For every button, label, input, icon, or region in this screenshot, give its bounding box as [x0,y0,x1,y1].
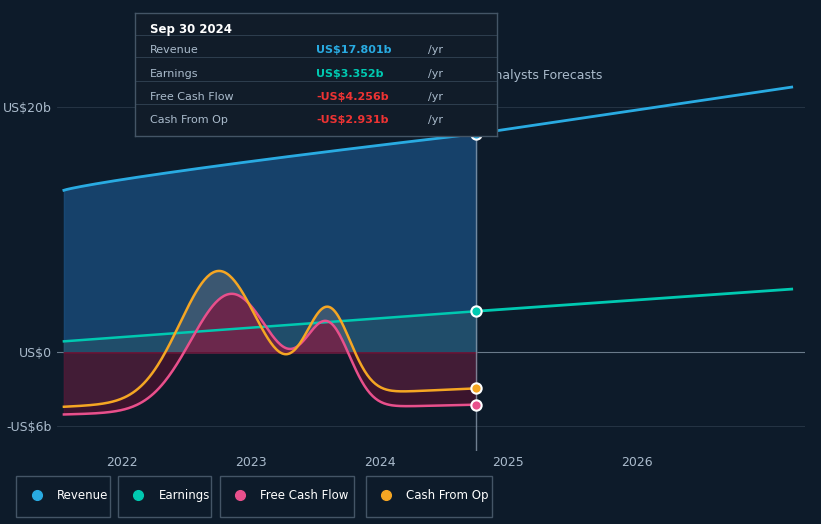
Text: /yr: /yr [428,45,443,55]
Text: Revenue: Revenue [57,489,108,501]
Point [470,400,483,409]
Text: Revenue: Revenue [150,45,199,55]
Text: /yr: /yr [428,115,443,125]
Text: Earnings: Earnings [158,489,210,501]
Point [470,129,483,138]
Text: US$17.801b: US$17.801b [316,45,392,55]
Text: Past: Past [435,69,466,82]
Text: /yr: /yr [428,92,443,102]
Text: /yr: /yr [428,69,443,79]
Text: US$3.352b: US$3.352b [316,69,383,79]
Text: -US$4.256b: -US$4.256b [316,92,388,102]
Point [470,384,483,392]
Text: Free Cash Flow: Free Cash Flow [260,489,349,501]
Text: Sep 30 2024: Sep 30 2024 [150,23,232,36]
Text: Cash From Op: Cash From Op [406,489,489,501]
Text: Earnings: Earnings [150,69,199,79]
Point [470,307,483,315]
Text: Free Cash Flow: Free Cash Flow [150,92,233,102]
Text: -US$2.931b: -US$2.931b [316,115,388,125]
Text: Analysts Forecasts: Analysts Forecasts [486,69,603,82]
Text: Cash From Op: Cash From Op [150,115,227,125]
